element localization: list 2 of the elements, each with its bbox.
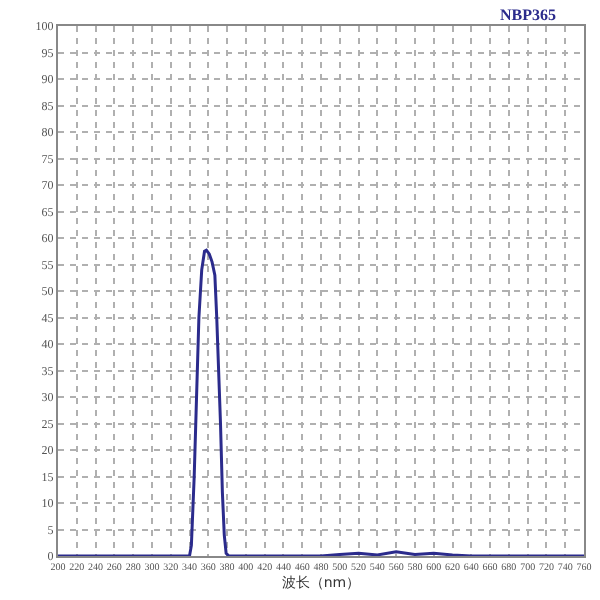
chart-title: NBP365 <box>500 6 556 25</box>
line-series <box>58 248 584 556</box>
